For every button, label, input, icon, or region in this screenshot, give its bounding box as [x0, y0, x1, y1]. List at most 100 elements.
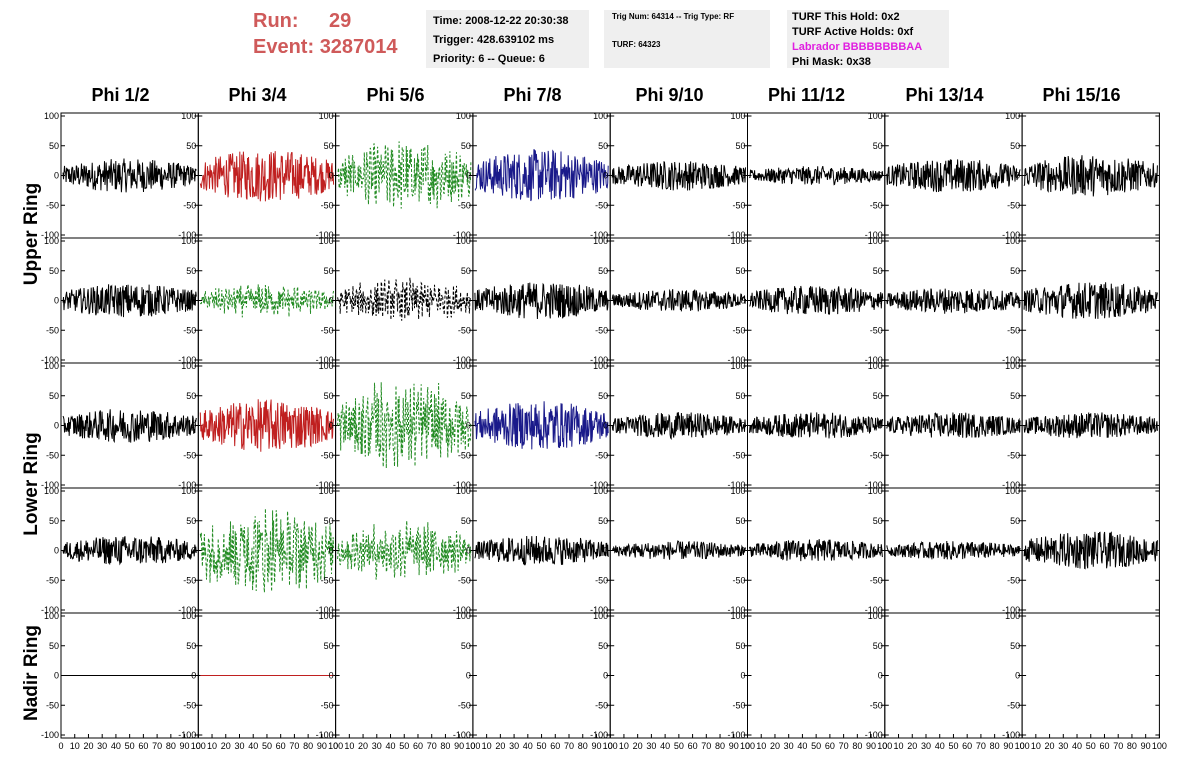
x-tick-label: 60 [1099, 741, 1109, 751]
column-header-phi-15-16: Phi 15/16 [1042, 85, 1121, 105]
y-tick-label: 100 [44, 611, 59, 621]
waveform-panel [747, 612, 886, 739]
y-tick-label: 100 [44, 361, 59, 371]
y-tick-label: -100 [727, 605, 745, 615]
y-tick-label: -50 [870, 700, 883, 710]
x-tick-label: 20 [221, 741, 231, 751]
x-tick-label: 70 [701, 741, 711, 751]
x-tick-label: 80 [440, 741, 450, 751]
y-tick-label: -100 [590, 730, 608, 740]
y-tick-label: -100 [727, 480, 745, 490]
y-tick-label: 0 [54, 421, 59, 431]
y-tick-label: 0 [740, 546, 745, 556]
waveform-trace [199, 284, 335, 318]
y-tick-label: 100 [730, 236, 745, 246]
x-tick-label: 50 [125, 741, 135, 751]
y-tick-label: -100 [178, 730, 196, 740]
y-tick-label: 50 [1010, 391, 1020, 401]
waveform-trace [611, 161, 746, 191]
x-tick-label: 90 [180, 741, 190, 751]
waveform-panel [884, 612, 1023, 739]
y-tick-label: 0 [740, 296, 745, 306]
y-tick-label: 0 [740, 171, 745, 181]
y-tick-label: -100 [865, 605, 883, 615]
y-tick-label: -50 [595, 200, 608, 210]
y-tick-label: 100 [319, 236, 334, 246]
x-tick-label: 50 [399, 741, 409, 751]
waveform-panel [335, 612, 474, 739]
y-tick-label: 50 [598, 391, 608, 401]
y-tick-label: 0 [54, 671, 59, 681]
y-tick-label: -100 [1002, 605, 1020, 615]
x-tick-label: 100 [877, 741, 892, 751]
y-tick-label: -100 [727, 730, 745, 740]
y-tick-label: 100 [868, 486, 883, 496]
y-tick-label: -50 [321, 700, 334, 710]
x-tick-label: 60 [688, 741, 698, 751]
y-tick-label: -100 [178, 230, 196, 240]
y-tick-label: -50 [870, 575, 883, 585]
x-tick-label: 20 [83, 741, 93, 751]
x-tick-label: 60 [825, 741, 835, 751]
y-tick-label: 0 [329, 671, 334, 681]
y-tick-label: 100 [319, 486, 334, 496]
turf-number-text: TURF: 64323 [612, 40, 661, 49]
y-tick-label: 100 [730, 611, 745, 621]
x-tick-label: 50 [262, 741, 272, 751]
y-tick-label: 0 [466, 171, 471, 181]
x-tick-label: 20 [633, 741, 643, 751]
column-header-phi-7-8: Phi 7/8 [503, 85, 562, 105]
x-tick-label: 30 [372, 741, 382, 751]
y-tick-label: 100 [593, 361, 608, 371]
x-tick-label: 100 [465, 741, 480, 751]
x-tick-label: 100 [1152, 741, 1167, 751]
y-tick-label: -100 [41, 230, 59, 240]
y-tick-label: 0 [1015, 296, 1020, 306]
x-tick-label: 30 [646, 741, 656, 751]
waveform-trace [62, 158, 197, 193]
y-tick-label: 50 [186, 391, 196, 401]
y-tick-label: -50 [321, 200, 334, 210]
waveform-trace [62, 284, 197, 318]
y-tick-label: 50 [461, 641, 471, 651]
y-tick-label: 50 [186, 516, 196, 526]
y-tick-label: 50 [461, 266, 471, 276]
y-tick-label: -100 [590, 230, 608, 240]
y-tick-label: 0 [1015, 546, 1020, 556]
x-tick-label: 0 [608, 741, 613, 751]
x-tick-label: 20 [495, 741, 505, 751]
waveform-trace [611, 412, 746, 441]
y-tick-label: -100 [41, 605, 59, 615]
waveform-trace [199, 399, 335, 452]
y-tick-label: 100 [44, 486, 59, 496]
y-tick-label: -100 [727, 230, 745, 240]
waveform-trace [474, 535, 609, 566]
y-tick-label: -100 [178, 355, 196, 365]
x-tick-label: 0 [58, 741, 63, 751]
y-tick-label: -50 [458, 200, 471, 210]
y-tick-label: -100 [1002, 230, 1020, 240]
y-tick-label: 0 [603, 671, 608, 681]
y-tick-label: -50 [732, 700, 745, 710]
x-tick-label: 40 [111, 741, 121, 751]
time-text: Time: 2008-12-22 20:30:38 [433, 15, 569, 27]
y-tick-label: 0 [191, 546, 196, 556]
y-tick-label: 50 [1010, 141, 1020, 151]
y-tick-label: 100 [868, 361, 883, 371]
y-tick-label: -50 [321, 325, 334, 335]
x-tick-label: 40 [1072, 741, 1082, 751]
x-tick-label: 80 [1127, 741, 1137, 751]
y-tick-label: 100 [456, 111, 471, 121]
y-tick-label: 50 [186, 266, 196, 276]
y-tick-label: 0 [603, 421, 608, 431]
x-tick-label: 70 [1113, 741, 1123, 751]
waveform-trace [611, 540, 746, 560]
column-header-phi-11-12: Phi 11/12 [767, 85, 846, 105]
x-tick-label: 40 [523, 741, 533, 751]
x-tick-label: 90 [454, 741, 464, 751]
y-tick-label: 50 [735, 141, 745, 151]
waveform-panel [472, 612, 611, 739]
y-tick-label: 100 [319, 611, 334, 621]
y-tick-label: 50 [186, 141, 196, 151]
x-tick-label: 70 [289, 741, 299, 751]
